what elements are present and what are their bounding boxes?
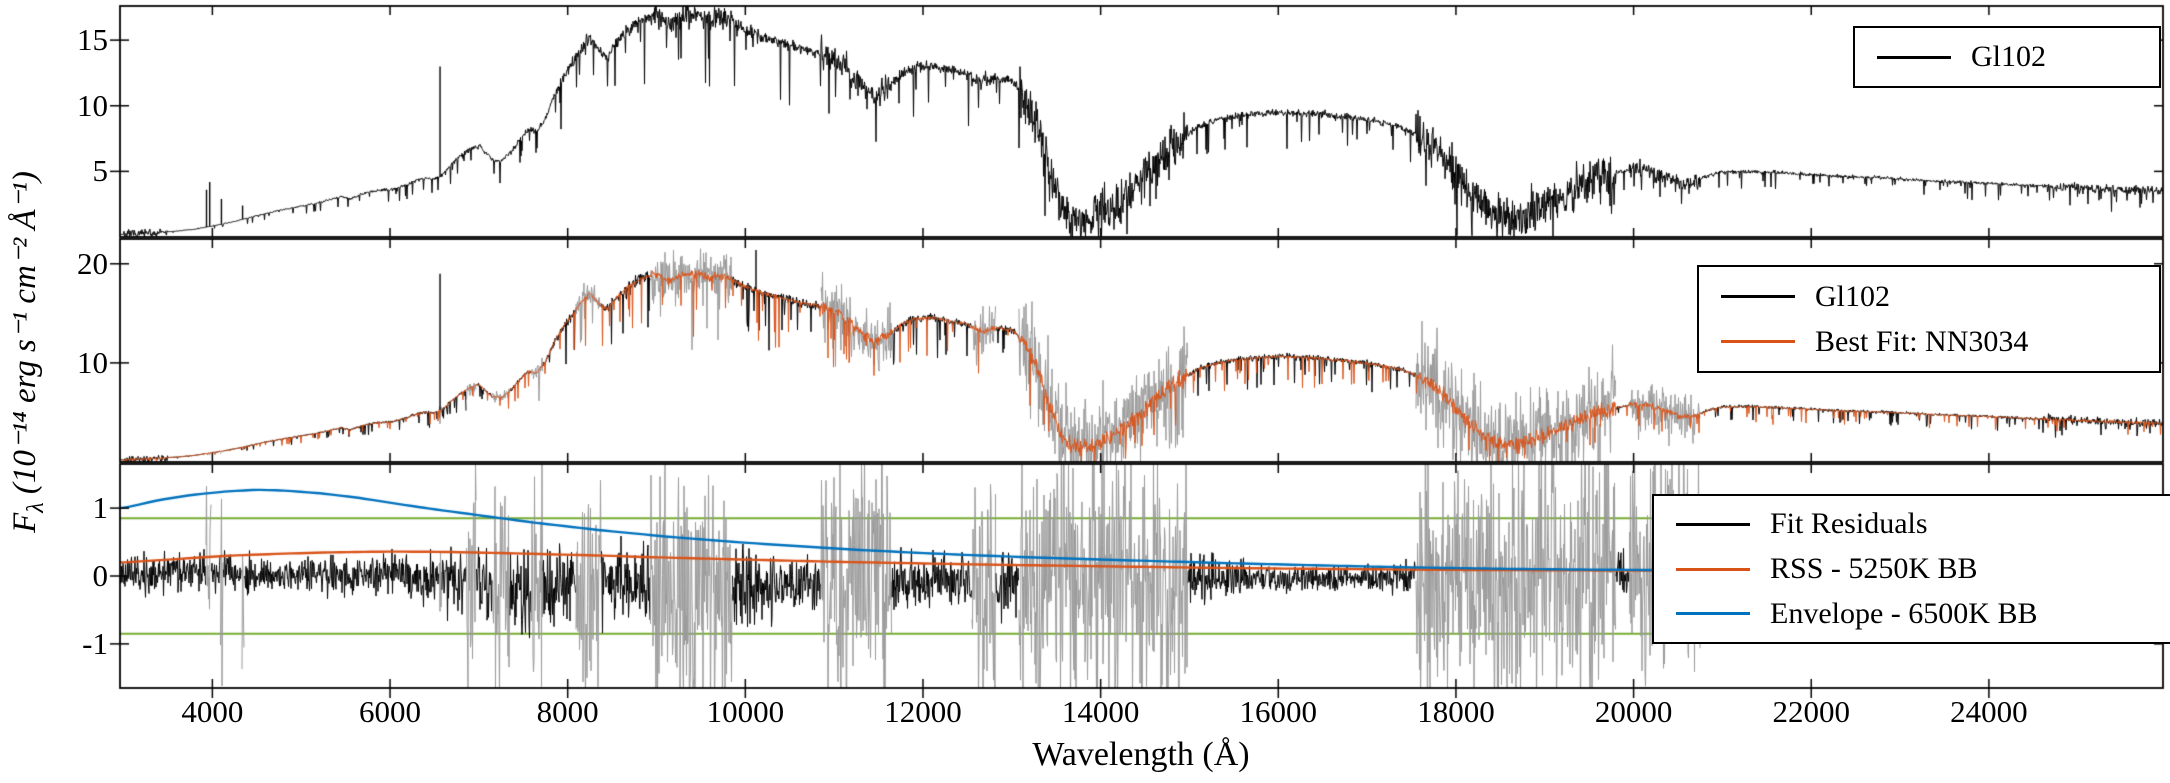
legend-label: Gl102: [1971, 40, 2046, 73]
y-tick-label: 15: [77, 22, 108, 58]
legend-item: Best Fit: NN3034: [1699, 319, 2159, 364]
y-tick-label: 20: [77, 245, 108, 281]
y-tick-label: 5: [92, 153, 109, 189]
legend-item: Gl102: [1699, 274, 2159, 319]
y-tick-label: 10: [77, 87, 108, 123]
legend-label: Best Fit: NN3034: [1815, 324, 2029, 358]
legend-label: Fit Residuals: [1770, 507, 1928, 541]
legend-label: Gl102: [1815, 279, 1890, 313]
y-tick-label: 0: [92, 558, 109, 593]
legend-top-panel: Gl102: [1853, 26, 2161, 88]
y-tick-label: 10: [77, 344, 108, 380]
line-swatch: [1721, 295, 1795, 298]
legend-item: Fit Residuals: [1654, 502, 2170, 547]
legend-bottom-panel: Fit Residuals RSS - 5250K BB Envelope - …: [1652, 494, 2170, 644]
x-tick-label: 22000: [1772, 694, 1850, 729]
x-tick-label: 6000: [359, 694, 422, 729]
x-tick-label: 10000: [706, 694, 785, 729]
x-tick-label: 8000: [536, 694, 599, 729]
x-tick-label: 4000: [181, 694, 244, 729]
x-tick-label: 20000: [1594, 694, 1673, 729]
x-tick-label: 18000: [1417, 694, 1495, 729]
line-swatch: [1877, 55, 1951, 59]
y-axis-label: Fλ (10⁻¹⁴ erg s⁻¹ cm⁻² Å⁻¹): [7, 171, 49, 533]
y-tick-label: -1: [82, 625, 108, 661]
x-tick-label: 16000: [1239, 694, 1318, 729]
y-tick-label: 1: [92, 490, 109, 526]
legend-label: RSS - 5250K BB: [1770, 552, 1978, 585]
legend-item: RSS - 5250K BB: [1654, 547, 2170, 592]
x-axis-label: Wavelength (Å): [1032, 736, 1250, 773]
legend-item: Envelope - 6500K BB: [1654, 591, 2170, 636]
x-tick-label: 12000: [884, 694, 962, 729]
legend-item: Gl102: [1855, 35, 2159, 80]
line-swatch: [1676, 522, 1750, 526]
line-swatch: [1721, 340, 1795, 343]
line-swatch: [1676, 567, 1750, 571]
x-tick-label: 24000: [1950, 694, 2028, 729]
x-tick-label: 14000: [1061, 694, 1140, 729]
line-swatch: [1676, 612, 1750, 616]
legend-middle-panel: Gl102 Best Fit: NN3034: [1697, 265, 2161, 373]
legend-label: Envelope - 6500K BB: [1770, 596, 2038, 630]
